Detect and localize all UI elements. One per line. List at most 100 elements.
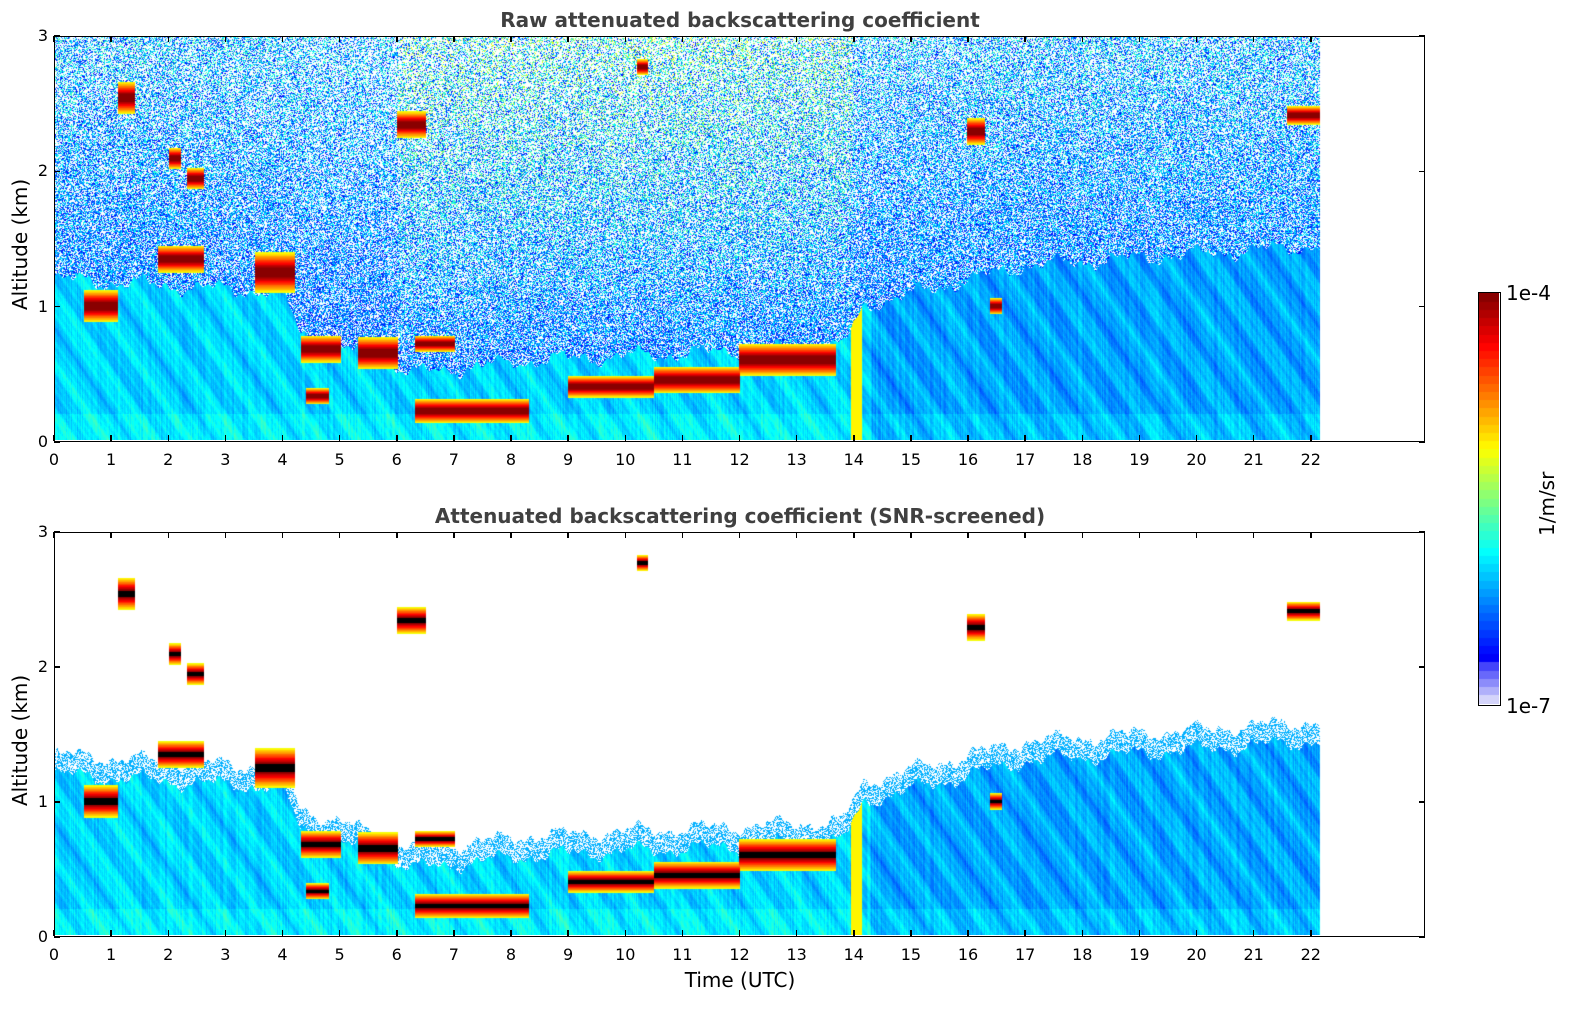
- x-tick-label: 12: [729, 450, 750, 469]
- y-tick-label: 3: [37, 522, 48, 541]
- x-tick: [910, 930, 912, 936]
- x-tick: [338, 36, 341, 42]
- raw-backscatter-heatmap: [55, 37, 1423, 440]
- x-tick-label: 9: [563, 450, 574, 469]
- x-tick: [281, 36, 284, 42]
- x-tick: [1252, 930, 1255, 936]
- x-tick: [453, 435, 455, 441]
- x-tick: [1081, 930, 1083, 936]
- x-tick-label: 1: [106, 450, 117, 469]
- x-tick: [681, 435, 684, 441]
- x-tick: [1310, 435, 1312, 441]
- x-tick: [738, 930, 741, 936]
- x-tick-label: 16: [957, 450, 979, 469]
- x-tick-label: 7: [448, 945, 459, 964]
- colorbar: [1478, 292, 1501, 706]
- y-tick-label: 3: [37, 26, 48, 45]
- x-tick: [53, 930, 55, 936]
- x-tick: [53, 36, 55, 42]
- x-tick: [910, 532, 912, 538]
- y-tick: [54, 35, 60, 37]
- x-tick-label: 21: [1243, 450, 1264, 469]
- x-tick: [1138, 930, 1141, 936]
- y-tick: [1419, 170, 1425, 173]
- y-tick-label: 1: [37, 792, 48, 811]
- x-tick-label: 20: [1186, 945, 1207, 964]
- x-tick-label: 14: [843, 450, 864, 469]
- x-tick: [110, 435, 112, 441]
- x-tick-label: 1: [106, 945, 117, 964]
- x-tick-label: 2: [163, 945, 174, 964]
- raw-backscatter-plot: [54, 36, 1425, 442]
- x-tick: [224, 930, 227, 936]
- x-tick: [681, 532, 684, 538]
- y-tick: [1419, 801, 1425, 803]
- x-tick: [910, 435, 912, 441]
- x-tick: [167, 930, 169, 936]
- x-tick: [853, 930, 855, 936]
- y-tick-label: 2: [37, 657, 48, 676]
- x-tick-label: 3: [220, 945, 231, 964]
- x-tick-label: 10: [615, 945, 636, 964]
- x-tick-label: 6: [391, 945, 402, 964]
- y-tick: [54, 170, 60, 173]
- x-tick: [795, 532, 798, 538]
- x-tick: [967, 36, 969, 42]
- x-tick-label: 8: [505, 945, 517, 964]
- x-tick: [681, 930, 684, 936]
- x-tick: [110, 532, 112, 538]
- x-tick: [738, 36, 741, 42]
- x-tick: [624, 36, 626, 42]
- y-tick: [1419, 305, 1425, 308]
- x-tick-label: 4: [277, 450, 288, 469]
- x-tick-label: 13: [786, 945, 807, 964]
- raw-plot-title: Raw attenuated backscattering coefficien…: [500, 8, 980, 32]
- x-tick: [1252, 435, 1255, 441]
- y-tick: [1419, 666, 1425, 668]
- y-tick: [54, 305, 60, 308]
- x-tick: [1310, 532, 1312, 538]
- x-tick-label: 16: [957, 945, 979, 964]
- x-tick-label: 21: [1243, 945, 1264, 964]
- x-tick-label: 3: [220, 450, 231, 469]
- x-tick: [1310, 36, 1312, 42]
- y-tick: [54, 441, 60, 443]
- x-tick-label: 0: [48, 945, 60, 964]
- x-tick: [167, 532, 169, 538]
- y-tick: [54, 936, 60, 938]
- x-tick: [396, 532, 398, 538]
- x-tick: [853, 532, 855, 538]
- x-tick: [53, 435, 55, 441]
- x-tick: [281, 435, 284, 441]
- time-axis-label: Time (UTC): [684, 968, 796, 992]
- x-tick: [281, 930, 284, 936]
- x-tick-label: 6: [391, 450, 402, 469]
- y-tick: [1419, 35, 1425, 37]
- x-tick: [510, 435, 512, 441]
- x-tick-label: 12: [729, 945, 750, 964]
- raw-plot-ylabel: Altitude (km): [8, 178, 32, 310]
- y-tick-label: 0: [37, 927, 48, 946]
- colorbar-max-label: 1e-4: [1506, 281, 1551, 305]
- x-tick: [624, 532, 626, 538]
- x-tick-label: 7: [448, 450, 459, 469]
- x-tick-label: 13: [786, 450, 807, 469]
- y-tick: [54, 666, 60, 668]
- x-tick: [624, 930, 626, 936]
- x-tick: [53, 532, 55, 538]
- x-tick-label: 14: [843, 945, 864, 964]
- x-tick: [281, 532, 284, 538]
- x-tick: [396, 435, 398, 441]
- x-tick: [1195, 532, 1198, 538]
- x-tick: [1310, 930, 1312, 936]
- x-tick: [224, 532, 227, 538]
- x-tick-label: 18: [1072, 945, 1093, 964]
- screened-plot-title: Attenuated backscattering coefficient (S…: [434, 504, 1046, 528]
- x-tick: [224, 435, 227, 441]
- x-tick: [453, 930, 455, 936]
- x-tick-label: 19: [1129, 450, 1150, 469]
- x-tick: [1252, 36, 1255, 42]
- x-tick: [338, 930, 341, 936]
- x-tick: [1138, 36, 1141, 42]
- y-tick: [1419, 441, 1425, 443]
